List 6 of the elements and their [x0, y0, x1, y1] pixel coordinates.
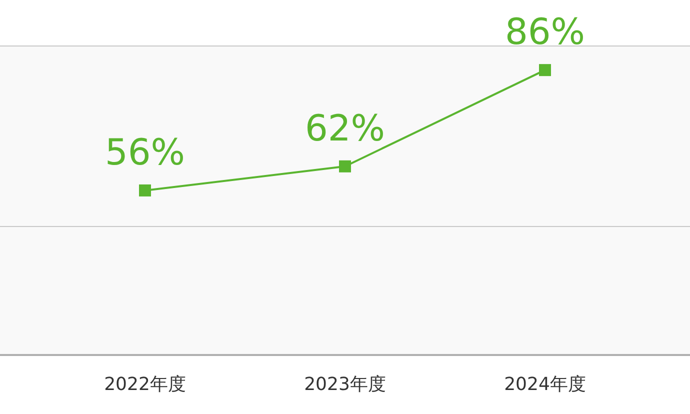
x-tick-label: 2022年度 [104, 374, 186, 395]
x-tick-label: 2024年度 [504, 374, 586, 395]
data-label: 86% [504, 12, 586, 54]
data-label: 56% [104, 132, 186, 174]
data-label: 62% [304, 108, 386, 150]
x-tick-label: 2023年度 [304, 374, 386, 395]
